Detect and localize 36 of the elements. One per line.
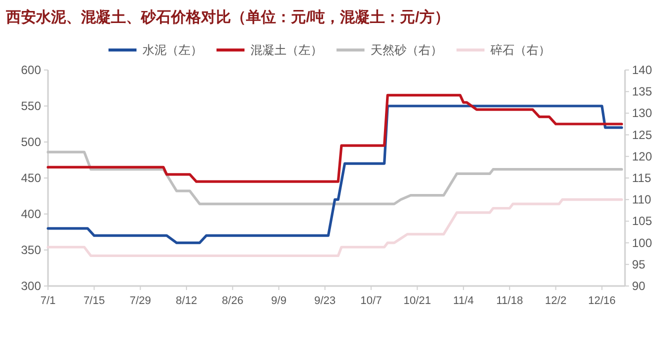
- y2-tick-label: 120: [632, 149, 652, 164]
- legend-label: 碎石（右）: [490, 43, 550, 57]
- y-tick-label: 400: [20, 207, 42, 221]
- x-tick-label: 7/29: [130, 295, 152, 307]
- y-tick-label: 350: [20, 243, 42, 257]
- y2-tick-label: 95: [632, 257, 646, 272]
- x-tick-label: 10/21: [404, 295, 432, 307]
- y2-tick-label: 115: [632, 171, 652, 185]
- legend-label: 混凝土（左）: [250, 43, 322, 57]
- x-tick-label: 12/2: [545, 295, 566, 307]
- y-tick-label: 500: [20, 135, 42, 149]
- y2-tick-label: 140: [632, 63, 652, 77]
- legend-label: 天然砂（右）: [370, 43, 442, 57]
- y2-tick-label: 100: [632, 236, 652, 250]
- y2-tick-label: 125: [632, 128, 652, 142]
- chart-title: 西安水泥、混凝土、砂石价格对比（单位：元/吨，混凝土：元/方）: [5, 8, 450, 26]
- y-tick-label: 300: [20, 279, 42, 293]
- y-tick-label: 600: [20, 63, 42, 77]
- x-tick-label: 7/15: [83, 295, 105, 307]
- y2-tick-label: 130: [632, 106, 652, 120]
- x-tick-label: 12/16: [588, 295, 616, 307]
- x-tick-label: 7/1: [40, 295, 56, 307]
- y-tick-label: 450: [20, 171, 42, 185]
- x-tick-label: 10/7: [360, 295, 382, 307]
- y2-tick-label: 135: [632, 84, 652, 99]
- x-tick-label: 8/12: [176, 295, 198, 307]
- x-tick-label: 11/18: [496, 295, 523, 307]
- x-tick-label: 9/23: [314, 295, 336, 307]
- x-tick-label: 11/4: [453, 295, 474, 307]
- y2-tick-label: 105: [632, 214, 652, 228]
- x-tick-label: 9/9: [271, 295, 286, 307]
- y-tick-label: 550: [20, 99, 42, 113]
- y2-tick-label: 110: [632, 192, 652, 207]
- y2-tick-label: 90: [632, 279, 646, 293]
- legend-label: 水泥（左）: [142, 43, 202, 57]
- x-tick-label: 8/26: [222, 295, 244, 307]
